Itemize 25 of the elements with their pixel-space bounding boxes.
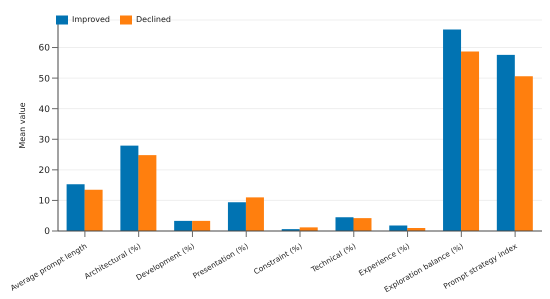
bar — [443, 29, 462, 231]
legend-label: Declined — [136, 15, 171, 24]
bar — [120, 146, 138, 231]
bar — [84, 190, 103, 231]
bar — [66, 184, 85, 231]
y-tick-label: 0 — [44, 227, 50, 238]
y-tick-label: 60 — [38, 44, 50, 54]
bar — [246, 197, 264, 231]
legend-label: Improved — [72, 15, 110, 24]
bar — [461, 51, 480, 231]
bar — [335, 217, 354, 231]
bar — [514, 76, 533, 231]
bar — [192, 220, 210, 231]
y-tick-label: 50 — [38, 74, 50, 84]
bar — [496, 54, 515, 231]
bar — [174, 220, 192, 231]
y-tick-label: 40 — [38, 104, 50, 115]
y-axis-title: Mean value — [18, 102, 27, 149]
bar — [353, 218, 372, 231]
y-tick-label: 20 — [38, 166, 50, 176]
y-tick-label: 30 — [38, 135, 50, 146]
bar — [138, 155, 156, 231]
bar — [228, 202, 246, 231]
bar — [389, 225, 408, 231]
y-tick-label: 10 — [38, 196, 50, 207]
